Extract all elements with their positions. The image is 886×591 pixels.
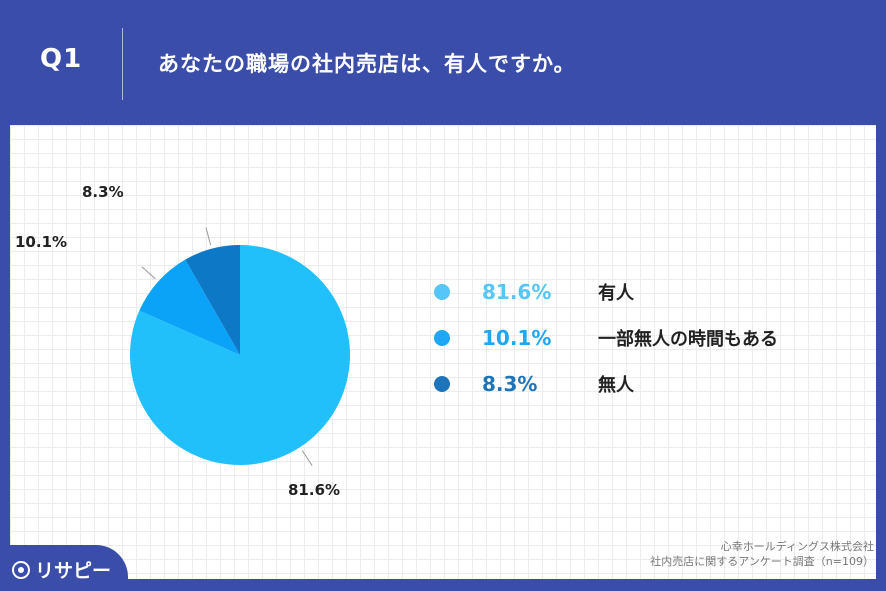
slice-data-label: 8.3%	[82, 183, 124, 201]
legend-label: 無人	[598, 374, 635, 396]
legend-dot-icon	[434, 330, 450, 346]
legend-label: 有人	[598, 282, 635, 304]
source-survey: 社内売店に関するアンケート調査（n=109）	[650, 555, 874, 568]
leader-line	[141, 266, 156, 280]
legend-value: 10.1%	[482, 326, 551, 350]
header-divider	[122, 28, 123, 100]
chart-panel: 81.6% 10.1% 8.3% 81.6% 有人 10.1% 一部無人の時間もある 8.3%…	[10, 125, 876, 579]
pie-slice	[129, 245, 350, 465]
legend-value: 8.3%	[482, 372, 537, 396]
source-note: 心幸ホールディングス株式会社 社内売店に関するアンケート調査（n=109）	[650, 539, 874, 569]
logo-pin-icon	[12, 560, 30, 579]
logo-text: リサピー	[35, 560, 112, 582]
source-company: 心幸ホールディングス株式会社	[720, 540, 874, 553]
logo: リサピー	[12, 556, 111, 583]
pie-slice	[185, 245, 240, 355]
pie-slice	[139, 259, 240, 355]
header: Q1 あなたの職場の社内売店は、有人ですか。	[0, 0, 886, 125]
pie-chart: 81.6% 10.1% 8.3% 81.6% 有人 10.1% 一部無人の時間もある 8.3%…	[15, 183, 778, 499]
question-label: Q1	[40, 44, 83, 74]
legend-label: 一部無人の時間もある	[598, 328, 778, 350]
legend-dot-icon	[434, 376, 450, 392]
leader-line	[301, 450, 313, 466]
question-title: あなたの職場の社内売店は、有人ですか。	[158, 52, 576, 76]
slice-data-label: 10.1%	[15, 233, 67, 251]
legend-value: 81.6%	[482, 280, 551, 304]
slice-data-label: 81.6%	[288, 481, 340, 499]
legend-dot-icon	[434, 284, 450, 300]
leader-line	[205, 227, 212, 245]
